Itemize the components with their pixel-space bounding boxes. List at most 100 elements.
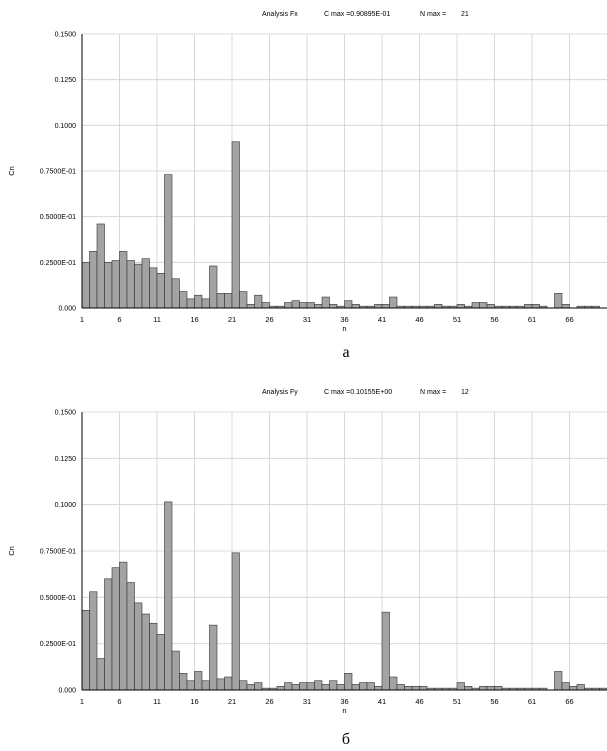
bar-n-6 bbox=[119, 561, 128, 691]
x-axis-label: n bbox=[342, 324, 346, 333]
bar-n-19 bbox=[216, 293, 225, 309]
bar-n-41 bbox=[381, 304, 390, 309]
bar-n-56 bbox=[494, 685, 503, 691]
bar-n-29 bbox=[291, 684, 300, 691]
bar-n-22 bbox=[239, 680, 248, 691]
bar-n-53 bbox=[471, 302, 480, 309]
bar-n-7 bbox=[126, 260, 135, 309]
x-axis-label: n bbox=[342, 706, 346, 715]
x-tick-label: 36 bbox=[340, 315, 348, 324]
bar-n-45 bbox=[411, 685, 420, 691]
x-tick-label: 26 bbox=[265, 315, 273, 324]
bar-n-10 bbox=[149, 267, 158, 309]
bar-n-42 bbox=[389, 296, 398, 309]
x-tick-label: 16 bbox=[190, 315, 198, 324]
cmax-text: C max =0.90895E-01 bbox=[324, 11, 390, 18]
bar-n-8 bbox=[134, 602, 143, 691]
x-tick-label: 51 bbox=[453, 315, 461, 324]
y-tick-label: 0.000 bbox=[58, 306, 76, 313]
y-tick-label: 0.5000E-01 bbox=[40, 214, 76, 221]
bar-n-25 bbox=[261, 302, 270, 309]
bar-n-64 bbox=[554, 293, 563, 309]
bar-n-31 bbox=[306, 682, 315, 691]
x-tick-label: 41 bbox=[378, 315, 386, 324]
bar-n-16 bbox=[194, 294, 203, 309]
bar-n-35 bbox=[336, 684, 345, 691]
bar-n-67 bbox=[576, 684, 585, 691]
bar-n-28 bbox=[284, 302, 293, 309]
bar-n-39 bbox=[366, 682, 375, 691]
bar-n-3 bbox=[96, 223, 105, 309]
bar-n-20 bbox=[224, 676, 233, 691]
bar-n-40 bbox=[374, 685, 383, 691]
x-tick-label: 6 bbox=[117, 315, 121, 324]
x-tick-label: 21 bbox=[228, 697, 236, 706]
x-tick-label: 41 bbox=[378, 697, 386, 706]
bar-n-42 bbox=[389, 676, 398, 691]
cmax-text: C max =0.10155E+00 bbox=[324, 389, 392, 396]
nmax-label: N max = bbox=[420, 11, 446, 18]
bar-n-36 bbox=[344, 673, 353, 691]
bar-n-15 bbox=[186, 298, 195, 309]
bar-n-15 bbox=[186, 680, 195, 691]
y-axis-label: Cn bbox=[7, 166, 16, 176]
x-tick-label: 1 bbox=[80, 697, 84, 706]
bar-n-21 bbox=[231, 552, 240, 691]
bar-n-21 bbox=[231, 141, 240, 309]
bar-n-33 bbox=[321, 296, 330, 309]
y-tick-label: 0.1500 bbox=[55, 32, 77, 39]
bar-n-43 bbox=[396, 684, 405, 691]
y-tick-label: 0.1250 bbox=[55, 456, 77, 463]
y-tick-label: 0.5000E-01 bbox=[40, 595, 76, 602]
bar-n-18 bbox=[209, 265, 218, 309]
chart-1: 0.000 0.2500E-01 0.5000E-01 0.7500E-01 0.100… bbox=[7, 11, 607, 361]
x-tick-label: 46 bbox=[415, 697, 423, 706]
bar-n-34 bbox=[329, 680, 338, 691]
bar-n-48 bbox=[434, 304, 443, 309]
bar-n-64 bbox=[554, 671, 563, 691]
bar-n-3 bbox=[96, 658, 105, 691]
chart-2: 0.000 0.2500E-01 0.5000E-01 0.7500E-01 0.100… bbox=[7, 389, 607, 748]
y-tick-label: 0.1500 bbox=[55, 410, 77, 417]
bar-n-37 bbox=[351, 684, 360, 691]
y-tick-label: 0.000 bbox=[58, 688, 76, 695]
bar-n-30 bbox=[299, 682, 308, 691]
bar-n-9 bbox=[141, 258, 150, 309]
bar-n-61 bbox=[531, 304, 540, 309]
bar-n-2 bbox=[89, 251, 98, 309]
bar-n-10 bbox=[149, 622, 158, 691]
x-tick-label: 1 bbox=[80, 315, 84, 324]
bar-n-54 bbox=[479, 302, 488, 309]
bar-n-33 bbox=[321, 684, 330, 691]
x-tick-label: 31 bbox=[303, 697, 311, 706]
bar-n-7 bbox=[126, 582, 135, 691]
bar-n-13 bbox=[171, 650, 180, 691]
chart-title: Analysis Fx bbox=[262, 11, 298, 18]
bar-n-1 bbox=[81, 262, 90, 309]
bar-n-29 bbox=[291, 300, 300, 309]
bar-n-65 bbox=[561, 682, 570, 691]
bar-n-16 bbox=[194, 671, 203, 691]
bar-n-9 bbox=[141, 613, 150, 691]
bar-n-14 bbox=[179, 673, 188, 691]
x-tick-label: 51 bbox=[453, 697, 461, 706]
x-tick-label: 21 bbox=[228, 315, 236, 324]
x-tick-label: 61 bbox=[528, 697, 536, 706]
y-tick-label: 0.2500E-01 bbox=[40, 260, 76, 267]
bar-n-37 bbox=[351, 304, 360, 309]
bar-n-20 bbox=[224, 293, 233, 309]
figure-caption: а bbox=[342, 344, 349, 361]
x-tick-label: 36 bbox=[340, 697, 348, 706]
figure-caption: б bbox=[342, 731, 350, 748]
x-tick-label: 16 bbox=[190, 697, 198, 706]
bar-n-52 bbox=[464, 685, 473, 691]
bar-n-8 bbox=[134, 263, 143, 309]
bar-n-38 bbox=[359, 682, 368, 691]
y-tick-label: 0.1000 bbox=[55, 123, 77, 130]
bar-n-65 bbox=[561, 304, 570, 309]
y-tick-label: 0.1250 bbox=[55, 77, 77, 84]
y-axis-label: Cn bbox=[7, 546, 16, 556]
bar-n-24 bbox=[254, 682, 263, 691]
bar-n-17 bbox=[201, 680, 210, 691]
bar-n-46 bbox=[419, 685, 428, 691]
